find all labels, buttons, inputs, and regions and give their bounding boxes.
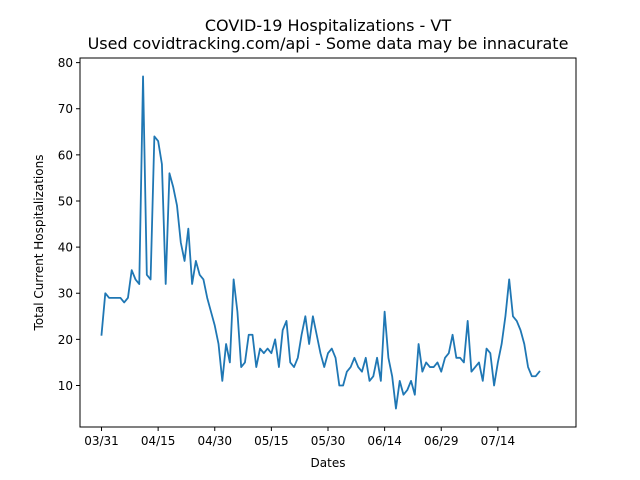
chart-subtitle: Used covidtracking.com/api - Some data m… (88, 34, 569, 53)
y-tick-label: 20 (58, 333, 73, 347)
y-tick-label: 30 (58, 287, 73, 301)
series-line (100, 75, 541, 410)
x-tick-label: 06/29 (424, 434, 459, 448)
y-tick-label: 50 (58, 194, 73, 208)
x-tick-label: 04/30 (197, 434, 232, 448)
y-tick-label: 80 (58, 56, 73, 70)
x-tick-label: 04/15 (141, 434, 176, 448)
x-tick-label: 05/30 (311, 434, 346, 448)
x-axis-label: Dates (311, 456, 346, 470)
x-tick-label: 06/14 (367, 434, 402, 448)
y-axis: 10 20 30 40 50 60 70 80 (58, 56, 80, 393)
x-tick-label: 07/14 (481, 434, 516, 448)
y-tick-label: 40 (58, 241, 73, 255)
y-axis-label: Total Current Hospitalizations (32, 155, 46, 332)
chart-title: COVID-19 Hospitalizations - VT (205, 16, 451, 35)
y-tick-label: 10 (58, 379, 73, 393)
plot-area (80, 58, 576, 427)
series-group (100, 75, 541, 410)
y-tick-label: 70 (58, 102, 73, 116)
x-tick-label: 05/15 (254, 434, 289, 448)
plot-frame (79, 57, 577, 428)
x-axis: 03/31 04/15 04/30 05/15 05/30 06/14 06/29 07/14 (84, 427, 515, 448)
x-tick-label: 03/31 (84, 434, 119, 448)
y-tick-label: 60 (58, 148, 73, 162)
